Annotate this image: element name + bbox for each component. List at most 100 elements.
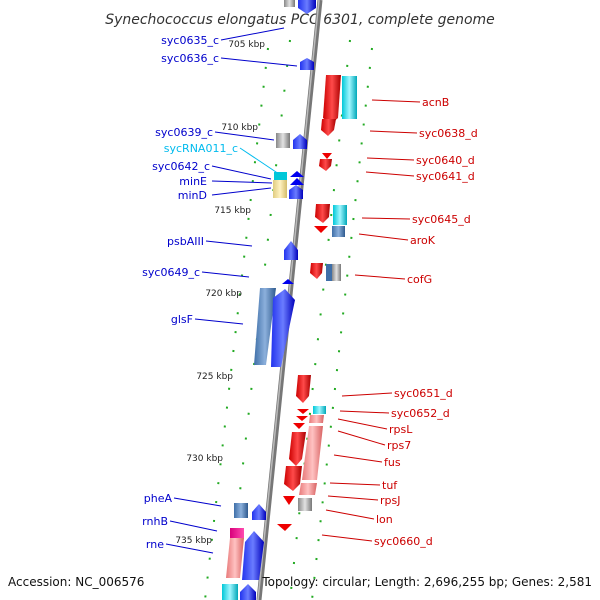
gene-block[interactable]	[298, 498, 312, 511]
genome-summary-text: Topology: circular; Length: 2,696,255 bp…	[261, 575, 592, 589]
gene-arrow-reverse[interactable]	[297, 409, 309, 414]
gene-label-syc0642-c[interactable]: syc0642_c	[152, 160, 210, 173]
gene-arrow-forward[interactable]	[271, 289, 295, 367]
gene-label-syc0651-d[interactable]: syc0651_d	[394, 387, 453, 400]
leader-line	[337, 418, 388, 430]
gene-block[interactable]	[234, 503, 248, 518]
leader-line	[214, 131, 275, 141]
gene-block[interactable]	[226, 538, 244, 578]
gene-label-syc0639-c[interactable]: syc0639_c	[155, 126, 213, 139]
leader-line	[325, 509, 375, 520]
gene-arrow-forward[interactable]	[252, 504, 266, 520]
right-gene-labels: acnB syc0638_d syc0640_d syc0641_d syc06…	[374, 96, 478, 548]
gene-arrow-forward[interactable]	[290, 178, 304, 185]
gene-label-mine[interactable]: minE	[179, 175, 207, 188]
gene-arrow-forward[interactable]	[290, 171, 304, 177]
gene-block[interactable]	[333, 205, 347, 225]
gene-arrow-forward[interactable]	[289, 185, 303, 199]
gene-block[interactable]	[222, 584, 238, 600]
gene-label-syc0641-d[interactable]: syc0641_d	[416, 170, 475, 183]
gene-arrow-reverse[interactable]	[315, 204, 330, 223]
leader-line	[327, 495, 379, 501]
gene-arrow-reverse[interactable]	[284, 466, 302, 491]
gene-arrow-reverse[interactable]	[319, 159, 332, 171]
gene-label-rpsl[interactable]: rpsL	[389, 423, 413, 436]
gene-arrow-forward[interactable]	[240, 584, 256, 600]
gene-label-syc0645-d[interactable]: syc0645_d	[412, 213, 471, 226]
gene-arrow-reverse[interactable]	[289, 432, 306, 466]
gene-label-rne[interactable]: rne	[146, 538, 164, 551]
gene-label-fus[interactable]: fus	[384, 456, 401, 469]
gene-label-syc0636-c[interactable]: syc0636_c	[161, 52, 219, 65]
gene-arrow-forward[interactable]	[298, 0, 316, 14]
gene-label-rps7[interactable]: rps7	[387, 439, 411, 452]
gene-arrow-reverse[interactable]	[277, 524, 292, 531]
leader-line	[366, 157, 415, 161]
gene-block[interactable]	[284, 0, 295, 7]
leader-line	[321, 534, 373, 542]
leader-line	[173, 497, 222, 507]
leader-line	[358, 233, 409, 241]
guide-track-inner-right	[289, 39, 351, 600]
gene-arrow-forward[interactable]	[242, 531, 264, 580]
gene-block[interactable]	[302, 426, 323, 480]
gene-label-psbaiii[interactable]: psbAIII	[167, 235, 204, 248]
gene-arrow-forward[interactable]	[282, 279, 294, 284]
gene-label-mind[interactable]: minD	[178, 189, 207, 202]
gene-label-rnhb[interactable]: rnhB	[142, 515, 168, 528]
gene-block[interactable]	[309, 415, 324, 423]
gene-label-acnb[interactable]: acnB	[422, 96, 449, 109]
gene-label-syc0638-d[interactable]: syc0638_d	[419, 127, 478, 140]
leader-line	[354, 274, 406, 280]
gene-arrow-reverse[interactable]	[293, 423, 305, 429]
gene-arrow-reverse[interactable]	[321, 119, 336, 136]
tick-label: 710 kbp	[221, 123, 258, 133]
gene-block[interactable]	[230, 528, 244, 538]
gene-label-glsf[interactable]: glsF	[171, 313, 193, 326]
leader-line	[211, 165, 272, 180]
gene-label-tuf[interactable]: tuf	[382, 479, 398, 492]
gene-label-cofg[interactable]: cofG	[407, 273, 432, 286]
gene-arrow-forward[interactable]	[300, 58, 314, 70]
gene-label-rpsj[interactable]: rpsJ	[380, 494, 400, 507]
gene-block[interactable]	[332, 264, 341, 281]
gene-arrow-reverse[interactable]	[314, 226, 328, 233]
tick-label: 725 kbp	[196, 372, 233, 382]
gene-arrow-reverse[interactable]	[310, 263, 323, 279]
gene-block[interactable]	[254, 288, 276, 365]
gene-arrow-reverse[interactable]	[322, 153, 332, 159]
gene-block[interactable]	[326, 264, 332, 281]
gene-label-syc0635-c[interactable]: syc0635_c	[161, 34, 219, 47]
gene-label-syc0652-d[interactable]: syc0652_d	[391, 407, 450, 420]
gene-block[interactable]	[276, 133, 290, 148]
gene-arrow-reverse[interactable]	[296, 416, 308, 421]
gene-label-sycrna011-c[interactable]: sycRNA011_c	[164, 142, 238, 155]
gene-block[interactable]	[313, 406, 326, 414]
gene-arrow-reverse[interactable]	[296, 375, 311, 403]
gene-label-lon[interactable]: lon	[376, 513, 393, 526]
leader-line	[211, 180, 273, 184]
gene-label-arok[interactable]: aroK	[410, 234, 436, 247]
gene-block[interactable]	[342, 76, 357, 119]
gene-arrow-reverse[interactable]	[323, 75, 341, 124]
leader-line	[169, 520, 218, 532]
leader-line	[201, 271, 250, 278]
leader-line	[194, 318, 244, 325]
leader-line	[339, 410, 390, 414]
gene-block[interactable]	[299, 483, 317, 495]
gene-block[interactable]	[273, 180, 287, 198]
gene-label-syc0640-d[interactable]: syc0640_d	[416, 154, 475, 167]
gene-label-phea[interactable]: pheA	[144, 492, 173, 505]
gene-label-syc0649-c[interactable]: syc0649_c	[142, 266, 200, 279]
gene-arrow-forward[interactable]	[293, 134, 307, 149]
right-label-leaders	[321, 99, 421, 542]
leader-line	[220, 57, 298, 67]
gene-arrow-forward[interactable]	[284, 241, 298, 260]
gene-label-syc0660-d[interactable]: syc0660_d	[374, 535, 433, 548]
gene-arrow-reverse[interactable]	[283, 496, 295, 505]
rna-block[interactable]	[274, 172, 287, 180]
tick-label: 705 kbp	[228, 40, 265, 50]
gene-block[interactable]	[332, 226, 345, 237]
